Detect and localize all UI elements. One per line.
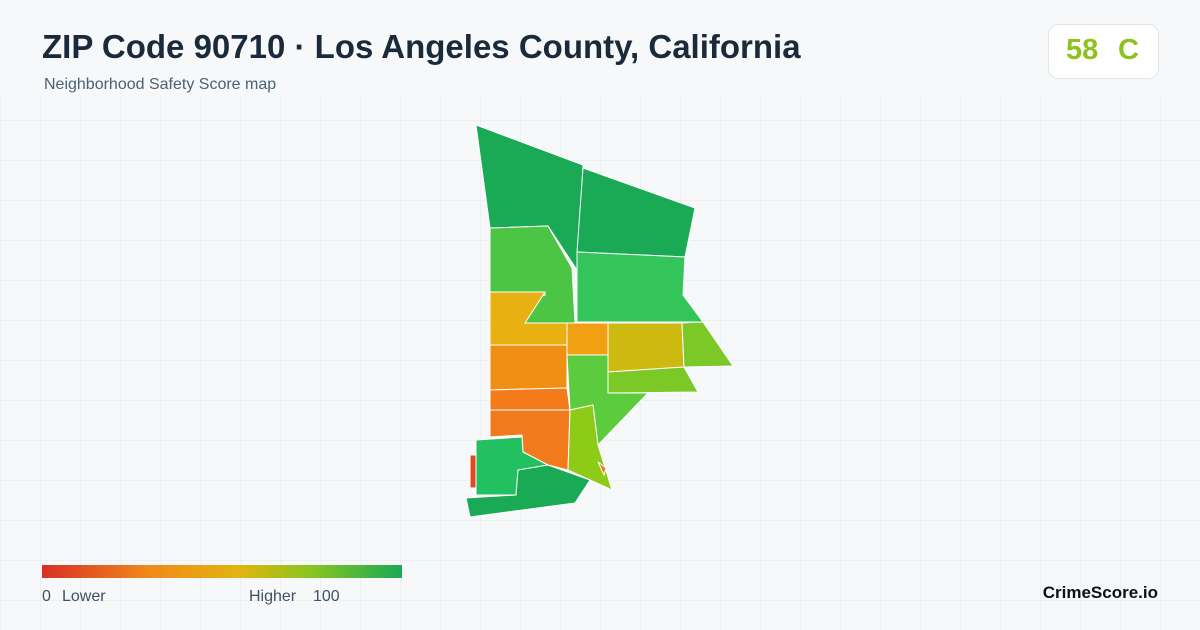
brand: CrimeScore.io — [1042, 583, 1158, 602]
grade: C — [1118, 34, 1139, 66]
legend-max: 100 — [313, 588, 340, 605]
title: ZIP Code 90710 · Los Angeles County, Cal… — [42, 28, 801, 65]
area — [469, 454, 477, 489]
area — [475, 124, 584, 272]
score: 58 — [1066, 34, 1099, 66]
area — [465, 464, 591, 518]
area — [566, 322, 609, 356]
area — [489, 344, 568, 391]
legend-bar — [42, 565, 402, 578]
area — [597, 461, 607, 477]
subtitle: Neighborhood Safety Score map — [44, 76, 277, 93]
score-box — [1048, 24, 1159, 79]
legend-min: 0 — [42, 588, 51, 605]
area — [607, 322, 685, 373]
legend-min-label: Lower — [62, 588, 106, 605]
area — [576, 251, 704, 323]
area — [607, 366, 699, 394]
zip-areas — [465, 124, 734, 518]
area — [489, 387, 571, 411]
area — [681, 321, 734, 368]
legend-max-label: Higher — [249, 588, 297, 605]
